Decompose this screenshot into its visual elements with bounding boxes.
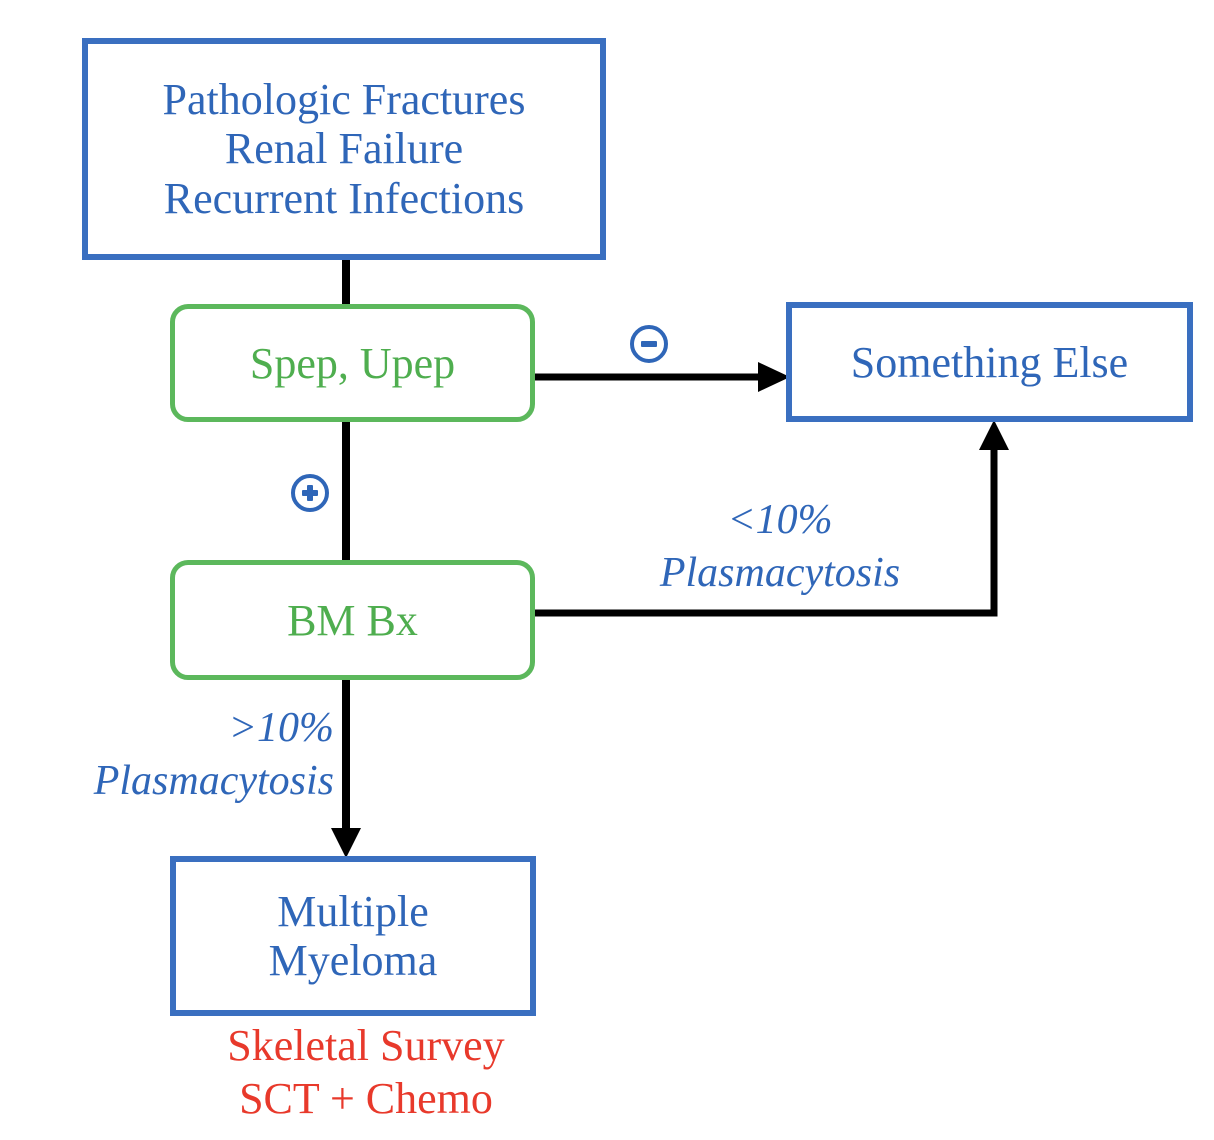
presentation-line-1: Pathologic Fractures [162,75,526,125]
myeloma-line-1: Multiple [277,886,429,936]
arrowhead-up-something-else [979,420,1009,450]
myeloma-line-2: Myeloma [268,936,438,985]
low-plasmacytosis-percent: <10% [727,497,833,543]
connector-bmbx-to-something-else [532,450,998,617]
treatment-line-2: SCT + Chemo [239,1073,493,1123]
arrowhead-something-else [758,362,790,392]
low-plasmacytosis-word: Plasmacytosis [659,549,901,596]
treatment-note: Skeletal Survey SCT + Chemo [170,1020,562,1126]
presentation-line-2: Renal Failure [224,124,464,174]
low-plasmacytosis-label: <10% Plasmacytosis [630,494,930,600]
spep-upep-box: Spep, Upep [170,304,535,422]
bm-bx-box: BM Bx [170,560,535,680]
presentation-box: Pathologic Fractures Renal Failure Recur… [82,38,606,260]
plus-sign-icon [291,474,329,512]
minus-sign-icon [630,325,668,363]
something-else-label: Something Else [850,337,1129,387]
high-plasmacytosis-label: >10% Plasmacytosis [30,702,334,808]
arrowhead-myeloma [331,828,361,858]
spep-upep-label: Spep, Upep [249,338,456,388]
presentation-line-3: Recurrent Infections [163,173,525,223]
high-plasmacytosis-word: Plasmacytosis [93,757,334,804]
something-else-box: Something Else [786,302,1193,422]
multiple-myeloma-box: Multiple Myeloma [170,856,536,1016]
bm-bx-label: BM Bx [287,595,418,645]
high-plasmacytosis-percent: >10% [228,705,334,751]
treatment-line-1: Skeletal Survey [227,1021,505,1070]
